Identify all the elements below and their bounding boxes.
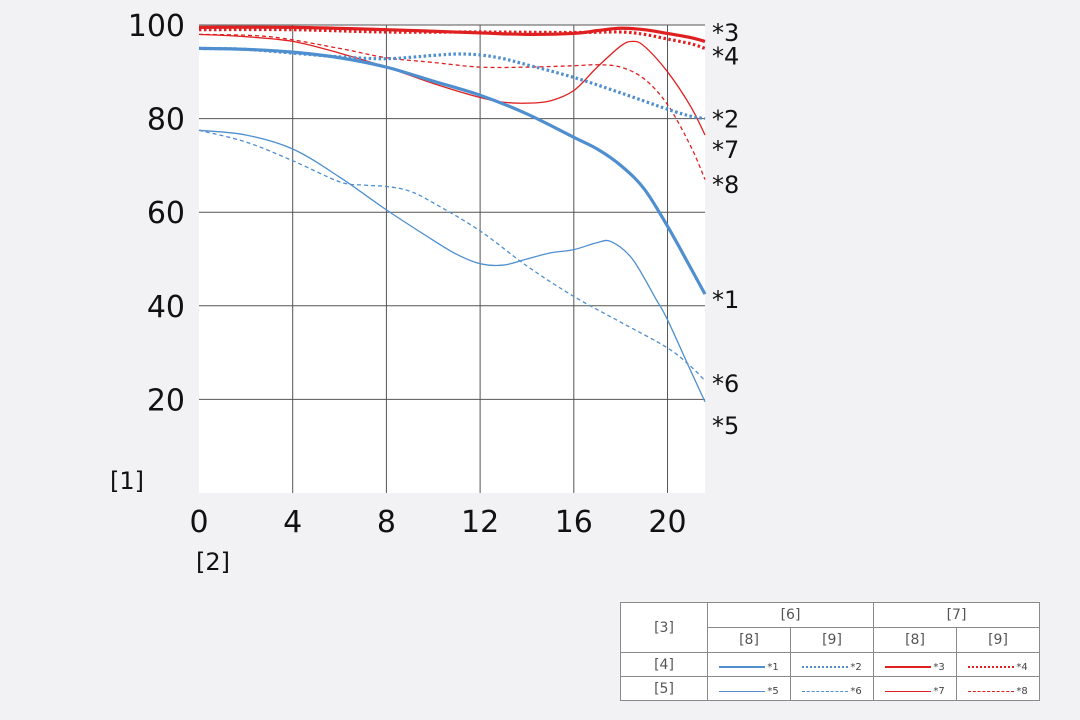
series-line-8 [198, 33, 706, 180]
legend-cell-8: *8 [956, 676, 1040, 701]
series-line-2 [198, 46, 706, 121]
y-tick-label: 60 [147, 196, 185, 231]
series-line-1 [198, 46, 707, 295]
end-label-7: *7 [712, 136, 739, 164]
x-tick-label: 8 [377, 505, 396, 540]
end-label-4: *4 [712, 42, 739, 70]
series-line-5 [198, 129, 706, 403]
legend-cell-1: *1 [707, 652, 791, 677]
legend-key-3: *3 [933, 661, 945, 673]
x-tick-label: 12 [461, 505, 499, 540]
legend-key-8: *8 [1016, 686, 1028, 697]
legend-key-2: *2 [850, 661, 862, 673]
end-label-5: *5 [712, 412, 739, 440]
end-label-2: *2 [712, 106, 739, 134]
end-labels: *3*4 *2*7 *8 *1 *6 *5 [712, 19, 739, 440]
x-tick-label: 20 [648, 505, 686, 540]
legend-key-5: *5 [767, 686, 779, 697]
legend-group-a: [6] [707, 602, 874, 628]
legend-cell-3: *3 [873, 652, 957, 677]
legend-sub-a: [8] [707, 627, 791, 653]
legend-cell-2: *2 [790, 652, 874, 677]
legend-sub-d: [9] [956, 627, 1040, 653]
legend-sub-c: [8] [873, 627, 957, 653]
legend-cell-7: *7 [873, 676, 957, 701]
y-tick-label: 80 [147, 103, 185, 138]
legend-key-1: *1 [767, 661, 779, 673]
legend-corner: [3] [620, 602, 708, 653]
x-axis-label: [2] [196, 548, 230, 576]
legend-cell-6: *6 [790, 676, 874, 701]
grid [199, 24, 705, 493]
legend-sub-b: [9] [790, 627, 874, 653]
end-label-6: *6 [712, 370, 739, 398]
end-label-1: *1 [712, 286, 739, 314]
y-axis-label: [1] [110, 467, 144, 495]
plot-area [199, 25, 705, 493]
tick-labels: 20 40 60 80 100 0 4 8 12 16 20 [128, 9, 687, 540]
y-tick-label: 40 [147, 290, 185, 325]
y-tick-label: 20 [147, 383, 185, 418]
series-line-3 [198, 25, 706, 43]
legend-group-b: [7] [873, 602, 1040, 628]
legend-table: [3] [6] [7] [8] [9] [8] [9] [4] *1 *2 *3… [620, 602, 1040, 701]
y-tick-label: 100 [128, 9, 185, 44]
legend-row-1: [4] [620, 652, 708, 677]
x-tick-label: 4 [283, 505, 302, 540]
legend-key-4: *4 [1016, 661, 1028, 673]
series-line-7 [198, 33, 706, 136]
legend-key-7: *7 [933, 686, 945, 697]
end-label-3: *3 [712, 19, 739, 47]
legend-cell-4: *4 [956, 652, 1040, 677]
legend-key-6: *6 [850, 686, 862, 697]
x-tick-label: 16 [555, 505, 593, 540]
x-tick-label: 0 [189, 505, 208, 540]
mtf-chart: 20 40 60 80 100 0 4 8 12 16 20 *3*4 *2*7 *8 *1 *6 *5 [1… [110, 9, 739, 576]
series-lines [198, 25, 707, 403]
end-label-8: *8 [712, 171, 739, 199]
series-line-6 [198, 129, 706, 382]
legend-cell-5: *5 [707, 676, 791, 701]
legend-row-2: [5] [620, 676, 708, 701]
